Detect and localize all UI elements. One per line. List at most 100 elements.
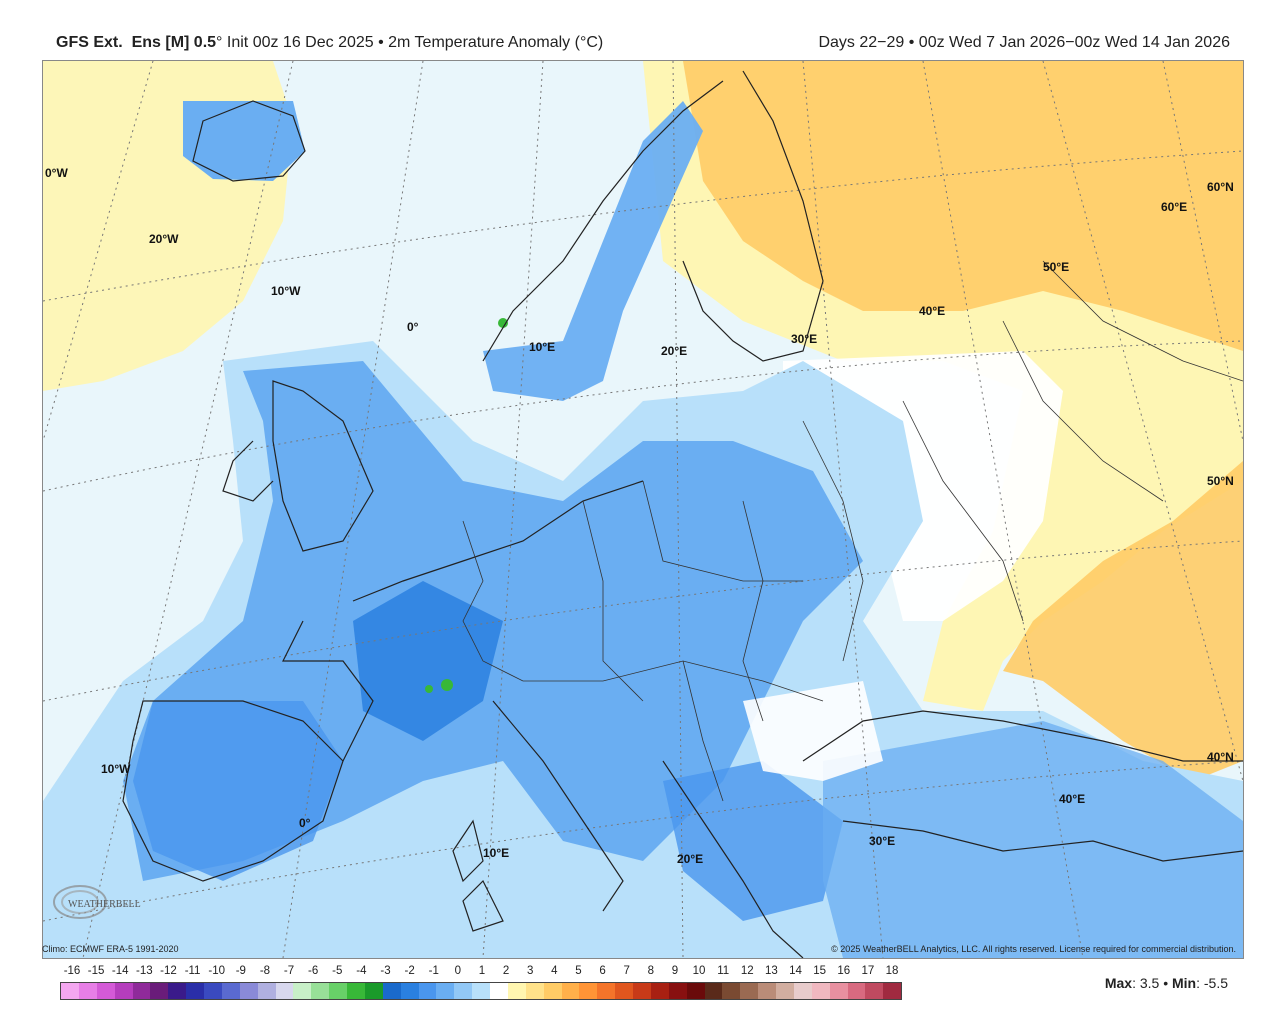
legend-tick-label: -6: [308, 965, 319, 977]
colorbar-swatch: [758, 983, 776, 999]
colorbar-swatch: [740, 983, 759, 999]
colorbar-swatch: [704, 983, 723, 999]
colorbar-swatch: [525, 983, 544, 999]
colorbar-swatch: [96, 983, 115, 999]
colorbar-swatch: [507, 983, 526, 999]
colorbar-swatch: [883, 983, 902, 999]
colorbar-swatch: [275, 983, 294, 999]
med-white-area: [743, 681, 883, 781]
lbl-10e-bottom: 10°E: [483, 846, 509, 860]
lbl-20w: 20°W: [149, 232, 179, 246]
legend-tick-label: -16: [63, 965, 81, 977]
legend-tick-label: 14: [789, 965, 802, 977]
colorbar-swatch: [364, 983, 383, 999]
lbl-50e-top: 50°E: [1043, 260, 1069, 274]
map-canvas: 0°W 20°W 10°W 0° 10°E 20°E 30°E 40°E 50°…: [43, 61, 1243, 958]
lbl-20e-bottom: 20°E: [677, 852, 703, 866]
min-label: Min: [1171, 975, 1197, 991]
lbl-40e-bottom: 40°E: [1059, 792, 1085, 806]
colorbar-swatch: [686, 983, 705, 999]
degree-sign: °: [216, 34, 223, 51]
colorbar-swatch: [561, 983, 580, 999]
map-header: GFS Ext. Ens [M] 0.5° Init 00z 16 Dec 20…: [42, 32, 1232, 56]
ensemble-label: Ens [M] 0.5: [131, 34, 217, 51]
legend-tick-label: -2: [404, 965, 415, 977]
turkey-blue-area: [823, 721, 1243, 958]
legend-tick-label: 7: [623, 965, 630, 977]
legend-tick-label: -14: [111, 965, 129, 977]
legend-tick-label: 3: [527, 965, 534, 977]
lbl-60n: 60°N: [1207, 180, 1234, 194]
colorbar-swatch: [668, 983, 687, 999]
legend-tick-label: 11: [717, 965, 730, 977]
colorbar-swatch: [776, 983, 794, 999]
legend-tick-label: -8: [259, 965, 271, 977]
legend-tick-label: -13: [136, 965, 153, 977]
legend-tick-label: 9: [671, 965, 679, 977]
colorbar-swatch: [633, 983, 651, 999]
colorbar-swatch: [811, 983, 830, 999]
legend-tick-label: -3: [380, 965, 391, 977]
colorbar-swatch: [61, 983, 79, 999]
lbl-60e-top: 60°E: [1161, 200, 1187, 214]
colorbar-swatch: [793, 983, 812, 999]
legend-tick-label: 0: [454, 965, 462, 977]
lbl-0w-top: 0°W: [45, 166, 68, 180]
climo-note: Climo: ECMWF ERA-5 1991-2020: [42, 944, 179, 954]
coastlines: [122, 70, 1243, 958]
lbl-0-bottom: 0°: [299, 816, 311, 830]
east-orange-area: [683, 61, 1243, 351]
legend-tick-label: 15: [813, 965, 827, 977]
legend-tick-label: 16: [837, 965, 851, 977]
lbl-10w-top: 10°W: [271, 284, 301, 298]
legend-colorbar: [60, 982, 902, 1000]
colorbar-swatch: [204, 983, 222, 999]
logo-mark: WEATHERBELL: [53, 885, 141, 919]
colorbar-swatch: [168, 983, 187, 999]
legend-tick-label: 6: [599, 965, 606, 977]
colorbar-swatch: [150, 983, 169, 999]
colorbar-swatch: [490, 983, 508, 999]
balkans-blue-area: [663, 761, 843, 921]
colorbar-swatch: [347, 983, 365, 999]
iceland-cold-area: [183, 101, 305, 181]
country-borders: [462, 260, 1243, 802]
colorbar-swatch: [400, 983, 419, 999]
colorbar-swatch: [221, 983, 240, 999]
colorbar-swatch: [650, 983, 669, 999]
lbl-0-top: 0°: [407, 320, 419, 334]
max-min-readout: Max: 3.5 • Min: -5.5: [1105, 975, 1228, 991]
norway-cold-area: [483, 101, 703, 401]
colorbar-swatch: [78, 983, 97, 999]
legend-tick-label: -12: [160, 965, 177, 977]
colorbar-swatch: [829, 983, 848, 999]
lbl-20e-top: 20°E: [661, 344, 687, 358]
colorbar-swatch: [579, 983, 598, 999]
alps-green-spot: [441, 679, 453, 691]
colorbar-swatch: [847, 983, 866, 999]
lbl-10e-top: 10°E: [529, 340, 555, 354]
legend-tick-label: 4: [551, 965, 558, 977]
legend-tick-label: 10: [692, 965, 706, 977]
colorbar-swatch: [186, 983, 204, 999]
alps-green-spot-2: [425, 685, 433, 693]
legend-ticks: -16 -15 -14 -13 -12 -11 -10 -9 -8 -7 -6 -5 -4 -3 -2 -1 0…: [60, 965, 902, 979]
colorbar-swatch: [293, 983, 312, 999]
colorbar-swatch: [257, 983, 276, 999]
legend-tick-label: -11: [184, 965, 201, 977]
lbl-40n: 40°N: [1207, 750, 1234, 764]
colorbar-swatch: [114, 983, 133, 999]
colorbar-swatch: [329, 983, 347, 999]
legend-tick-label: 18: [885, 965, 899, 977]
max-label: Max: [1104, 975, 1133, 991]
colorbar-swatch: [436, 983, 455, 999]
colorbar-swatch: [382, 983, 401, 999]
min-value: : -5.5: [1196, 975, 1228, 991]
legend-tick-label: 17: [861, 965, 875, 977]
colorbar-swatch: [615, 983, 633, 999]
colorbar-swatch: [132, 983, 151, 999]
colorbar-swatch: [311, 983, 330, 999]
lbl-40e-top: 40°E: [919, 304, 945, 318]
graticule-lines: [43, 61, 1243, 958]
init-label: Init 00z 16 Dec 2025 • 2m Temperature An…: [222, 34, 604, 51]
